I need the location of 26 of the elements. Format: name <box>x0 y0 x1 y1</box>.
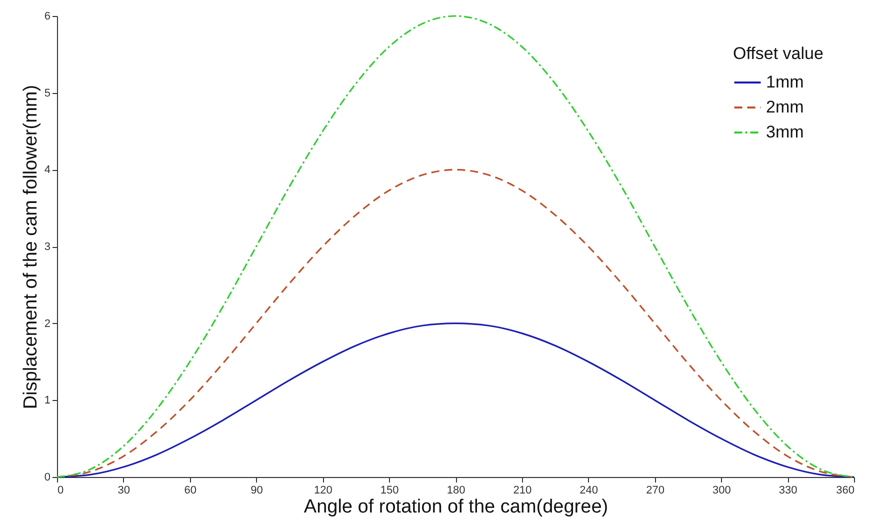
legend-label: 2mm <box>766 98 804 116</box>
legend-label: 1mm <box>766 72 804 92</box>
y-tick-label: 1 <box>44 394 50 407</box>
y-axis-title: Displacement of the cam follower(mm) <box>20 84 42 410</box>
y-tick-label: 0 <box>44 472 50 484</box>
x-tick-label: 30 <box>118 484 130 496</box>
x-tick-label: 240 <box>580 484 598 496</box>
legend-title: Offset value <box>733 44 824 63</box>
y-tick-label: 6 <box>44 10 50 22</box>
x-tick-label: 120 <box>314 484 332 496</box>
x-tick-label: 360 <box>836 484 854 496</box>
x-tick-label: 210 <box>513 484 532 496</box>
x-tick-label: 180 <box>446 484 466 496</box>
y-tick-label: 2 <box>44 318 50 330</box>
x-tick-label: 300 <box>712 484 731 496</box>
x-tick-label: 60 <box>184 484 196 496</box>
x-tick-label: 0 <box>58 484 64 496</box>
x-tick-label: 90 <box>250 484 263 496</box>
legend-label: 3mm <box>766 122 804 142</box>
x-tick-label: 150 <box>380 484 399 496</box>
y-tick-label: 5 <box>44 87 50 100</box>
x-axis-title: Angle of rotation of the cam(degree) <box>304 496 608 518</box>
x-tick-label: 330 <box>778 484 798 496</box>
y-tick-label: 3 <box>44 241 50 253</box>
y-tick-label: 4 <box>44 164 50 176</box>
x-tick-label: 270 <box>646 484 664 496</box>
